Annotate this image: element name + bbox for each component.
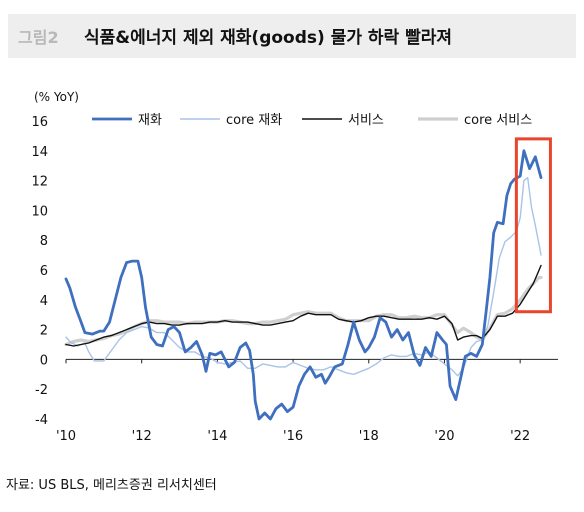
x-tick-label: '14 [207,429,227,444]
y-tick-label: -2 [35,383,48,398]
x-tick-label: '16 [283,429,303,444]
y-axis: -4 -2 0 2 4 6 8 10 12 14 16 [31,115,48,428]
legend-label: core 재화 [226,113,282,128]
y-unit-label: (% YoY) [34,90,79,104]
title-bar: 그림2 식품&에너지 제외 재화(goods) 물가 하락 빨라져 [8,14,576,58]
series-group [64,149,543,421]
series-line-goods [64,149,543,421]
y-tick-label: 8 [40,234,48,249]
legend-label: 재화 [138,113,162,128]
series-line-services [65,264,542,347]
y-tick-label: 10 [31,204,48,219]
y-tick-label: 12 [31,175,48,190]
legend: 재화 core 재화 서비스 core 서비스 [92,113,532,128]
x-tick-label: '12 [132,429,152,444]
y-tick-label: 4 [40,294,48,309]
x-tick-label: '18 [359,429,379,444]
series-line-core-goods [65,176,542,377]
y-tick-label: -4 [35,413,48,428]
highlight-box [514,137,552,314]
chart-title: 식품&에너지 제외 재화(goods) 물가 하락 빨라져 [84,28,453,48]
x-tick-label: '10 [56,429,76,444]
x-tick-label: '20 [434,429,454,444]
x-axis: '10 '12 '14 '16 '18 '20 '22 [56,358,558,444]
legend-label: 서비스 [348,113,384,128]
series-line-core-services [64,275,543,347]
y-tick-label: 6 [40,264,48,279]
y-tick-label: 16 [31,115,48,130]
y-tick-label: 2 [40,324,48,339]
highlight-rect [514,137,552,314]
source-note: 자료: US BLS, 메리츠증권 리서치센터 [6,478,217,493]
y-tick-label: 0 [40,353,48,368]
x-tick-label: '22 [510,429,530,444]
y-tick-label: 14 [31,145,48,160]
figure-label: 그림2 [18,28,59,47]
legend-label: core 서비스 [464,113,532,128]
